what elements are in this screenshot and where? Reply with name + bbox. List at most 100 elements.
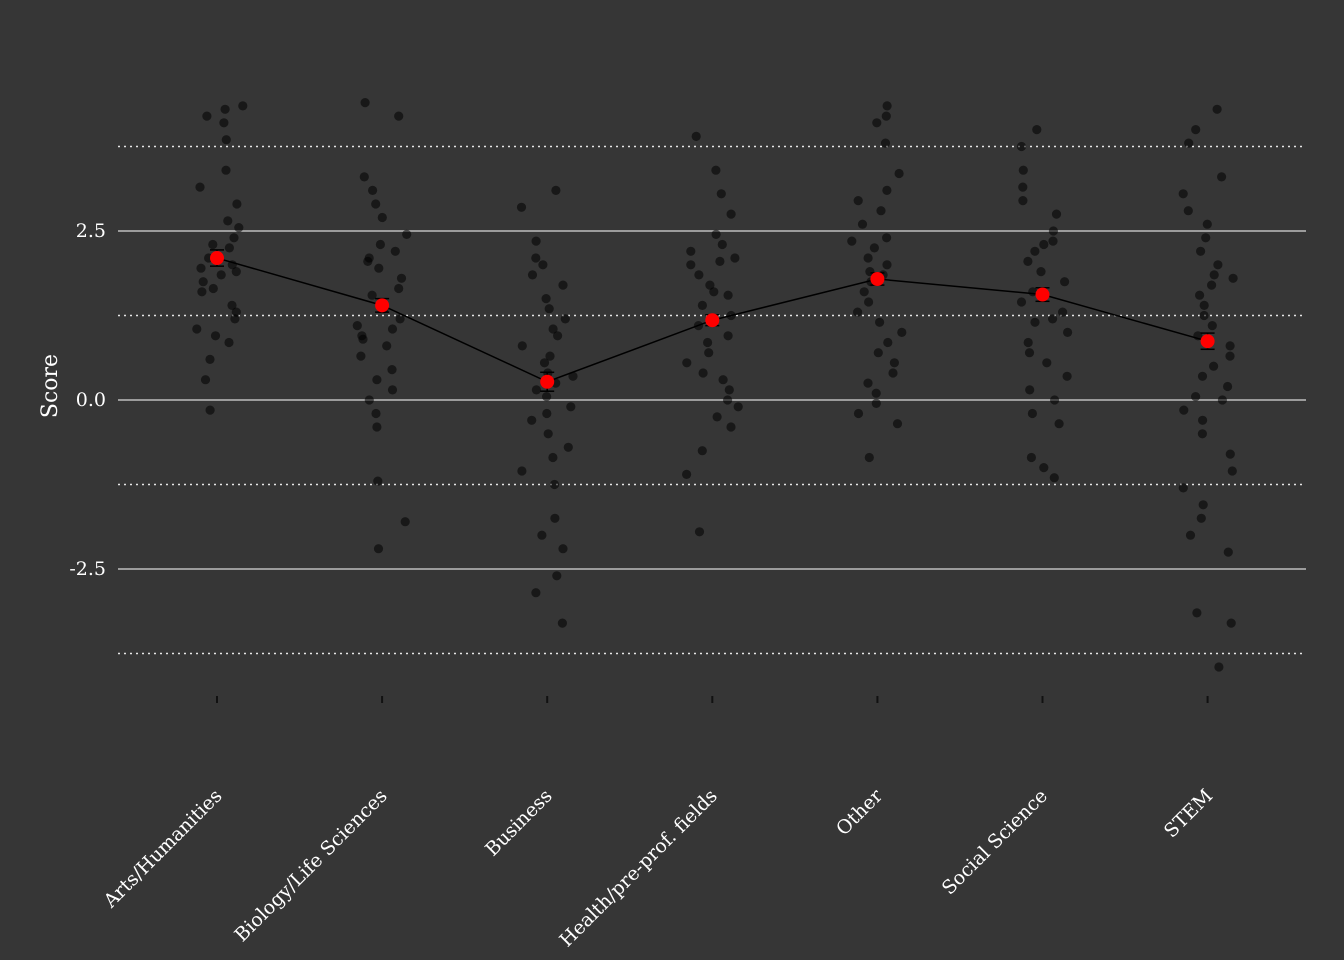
x-tick-label: Biology/Life Sciences (230, 785, 391, 946)
x-tick-label: Arts/Humanities (99, 785, 227, 913)
observation-point (1201, 233, 1211, 243)
observation-point (704, 348, 714, 358)
observation-point (1060, 277, 1070, 287)
observation-point (548, 452, 558, 463)
observation-point (853, 196, 863, 206)
observation-point (543, 429, 553, 439)
observation-point (531, 253, 541, 263)
mean-point (705, 313, 720, 328)
x-tick-label: Other (832, 784, 888, 840)
observation-point (221, 135, 231, 145)
observation-point (374, 263, 384, 273)
observation-point (373, 544, 384, 554)
observation-point (1226, 618, 1236, 628)
observation-point (1048, 226, 1058, 236)
observation-point (1197, 429, 1207, 439)
observation-point (516, 202, 527, 212)
x-tick-label: Health/pre-prof. fields (555, 785, 721, 951)
observation-point (1198, 500, 1208, 510)
observation-point (1197, 371, 1208, 381)
observation-point (548, 324, 558, 334)
observation-point (1223, 381, 1233, 392)
observation-point (875, 317, 885, 327)
observation-point (372, 375, 382, 385)
observation-point (1202, 219, 1212, 229)
observation-point (1198, 415, 1208, 425)
observation-point (697, 300, 708, 310)
observation-point (873, 348, 883, 358)
observation-point (869, 243, 880, 253)
observation-point (682, 469, 692, 479)
observation-point (1227, 466, 1237, 476)
x-tick-label: Business (481, 785, 557, 861)
observation-point (1212, 104, 1222, 114)
observation-point (358, 334, 368, 344)
observation-point (195, 182, 205, 192)
observation-point (697, 446, 707, 456)
observation-point (382, 341, 392, 351)
observation-point (882, 260, 892, 270)
observation-point (230, 314, 240, 324)
observation-point (527, 270, 538, 280)
observation-point (853, 408, 864, 419)
observation-point (377, 212, 387, 223)
observation-point (1018, 165, 1028, 175)
x-tick-label: STEM (1160, 785, 1217, 842)
observation-point (1024, 348, 1035, 358)
observation-point (726, 422, 736, 432)
observation-point (566, 402, 576, 412)
observation-point (364, 395, 374, 405)
observation-point (192, 324, 202, 334)
observation-point (705, 280, 715, 290)
observation-point (718, 375, 728, 385)
observation-point (1178, 483, 1188, 493)
observation-point (202, 111, 212, 121)
observation-point (200, 375, 211, 385)
observation-point (563, 442, 573, 452)
observation-point (1032, 125, 1042, 135)
observation-point (205, 405, 215, 415)
observation-point (712, 412, 722, 422)
observation-point (402, 229, 412, 239)
observation-point (723, 290, 733, 300)
y-axis: -2.5 0.0 2.5 (69, 220, 106, 580)
observation-point (897, 327, 907, 337)
observation-point (542, 408, 552, 419)
observation-point (375, 239, 385, 250)
observation-point (550, 513, 560, 523)
observation-point (1214, 662, 1224, 672)
observation-point (686, 246, 696, 256)
observation-point (1027, 408, 1037, 419)
observation-point (394, 111, 404, 121)
y-tick-label: 2.5 (76, 220, 106, 242)
observation-point (863, 253, 873, 263)
observation-point (691, 131, 701, 141)
observation-point (517, 466, 527, 476)
observation-point (537, 530, 547, 540)
observation-point (216, 270, 226, 280)
observation-point (359, 172, 369, 182)
observation-point (1048, 236, 1058, 246)
observation-point (1018, 196, 1028, 206)
observation-point (1058, 307, 1068, 317)
observation-point (1192, 608, 1202, 618)
observation-point (557, 618, 568, 628)
observation-point (717, 239, 727, 250)
observation-point (1048, 314, 1058, 324)
y-tick-label: 0.0 (76, 389, 106, 411)
observation-point (853, 307, 863, 317)
observation-point (876, 206, 886, 216)
observation-point (1026, 452, 1036, 463)
observation-point (883, 337, 893, 348)
observation-point (553, 331, 563, 341)
observation-point (387, 385, 398, 395)
observation-point (1199, 310, 1209, 321)
observation-point (198, 277, 208, 287)
observation-point (711, 229, 721, 239)
observation-point (1049, 473, 1059, 483)
observation-point (871, 388, 881, 398)
y-tick-label: -2.5 (69, 558, 106, 580)
gridlines (118, 145, 1306, 655)
y-axis-title: Score (38, 354, 63, 418)
observation-point (1018, 182, 1028, 192)
